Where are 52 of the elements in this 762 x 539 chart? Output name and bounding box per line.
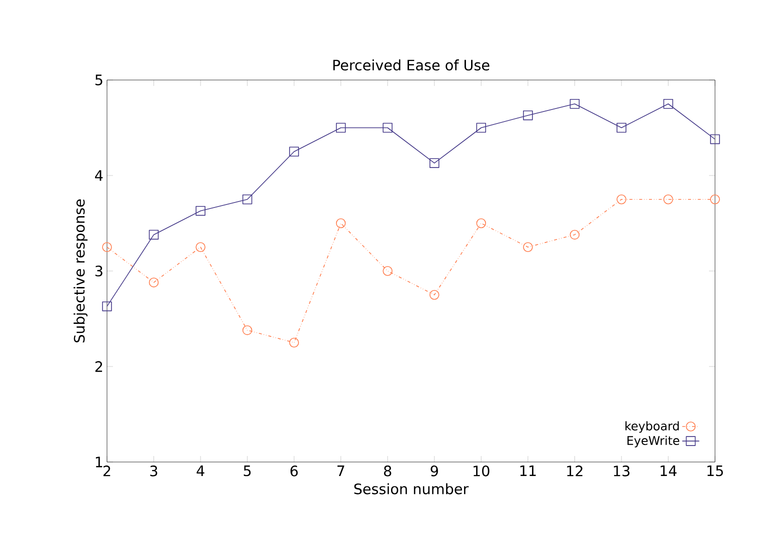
x-tick-label: 15 (707, 466, 723, 476)
x-tick-label: 9 (430, 466, 438, 476)
x-tick-label: 5 (244, 466, 251, 476)
point (523, 242, 533, 252)
legend-label: keyboard (625, 421, 679, 433)
point (430, 290, 440, 300)
point (430, 158, 440, 168)
y-tick-label: 1 (96, 456, 102, 468)
x-tick-label: 10 (474, 466, 490, 476)
point (382, 122, 392, 133)
x-axis-title: Session number (354, 483, 469, 494)
y-tick-label: 4 (95, 170, 103, 181)
x-tick-label: 7 (337, 466, 344, 476)
x-tick-label: 3 (150, 466, 158, 476)
point (148, 278, 159, 288)
y-tick-label: 3 (95, 266, 102, 276)
point (242, 194, 252, 204)
point (570, 98, 580, 109)
y-tick-label: 2 (95, 361, 102, 372)
point (289, 338, 299, 348)
point (710, 134, 720, 144)
point (148, 230, 159, 240)
legend-label: EyeWrite (627, 436, 680, 448)
point (196, 206, 206, 216)
y-tick-label: 5 (95, 74, 102, 86)
point (102, 301, 112, 312)
x-tick-label: 14 (660, 466, 677, 476)
point (289, 146, 299, 157)
x-tick-label: 8 (384, 466, 392, 476)
point (476, 218, 486, 228)
point (616, 194, 626, 204)
x-tick-label: 13 (614, 466, 630, 476)
x-tick-label: 11 (520, 466, 536, 476)
point (336, 218, 346, 228)
x-tick-label: 12 (567, 466, 582, 476)
point (710, 194, 720, 204)
point (476, 122, 486, 133)
point (102, 242, 112, 252)
point (570, 230, 580, 240)
point (336, 122, 346, 133)
point (242, 325, 252, 336)
point (196, 242, 206, 252)
x-tick-label: 2 (103, 466, 110, 476)
point (663, 194, 674, 204)
y-axis-title: Subjective response (74, 199, 88, 342)
point (523, 110, 533, 120)
point (616, 122, 626, 133)
point (663, 98, 674, 109)
chart-title: Perceived Ease of Use (333, 59, 490, 70)
point (382, 266, 392, 276)
x-tick-label: 6 (290, 466, 298, 476)
x-tick-label: 4 (196, 466, 204, 476)
